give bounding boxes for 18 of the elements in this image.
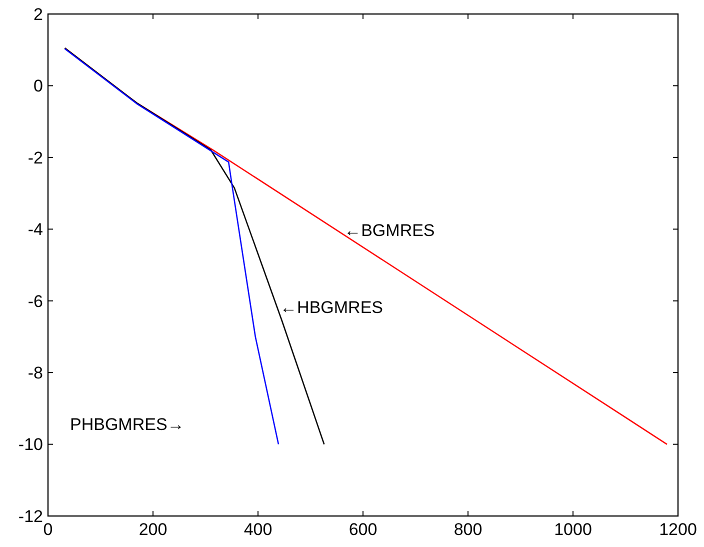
x-tick-label: 600 [348,520,378,539]
y-tick-label: -4 [28,220,43,240]
annotation: ←HBGMRES [280,298,384,317]
annotation: ←BGMRES [344,220,435,240]
y-tick-label: -2 [28,148,43,168]
y-tick-label: -8 [28,364,43,383]
x-tick-label: 400 [244,520,272,539]
x-tick-label: 1200 [659,520,697,539]
y-tick-label: 2 [34,4,43,24]
annotation: PHBGMRES→ [70,414,184,434]
line-series [64,48,280,445]
y-tick-label: -12 [18,506,43,526]
x-tick-label: 800 [454,520,482,539]
x-tick-label: 1000 [554,520,592,539]
y-tick-label: -10 [18,435,43,454]
y-tick-label: -6 [28,292,43,311]
y-tick-label: 0 [34,76,43,96]
x-tick-label: 200 [138,520,168,539]
